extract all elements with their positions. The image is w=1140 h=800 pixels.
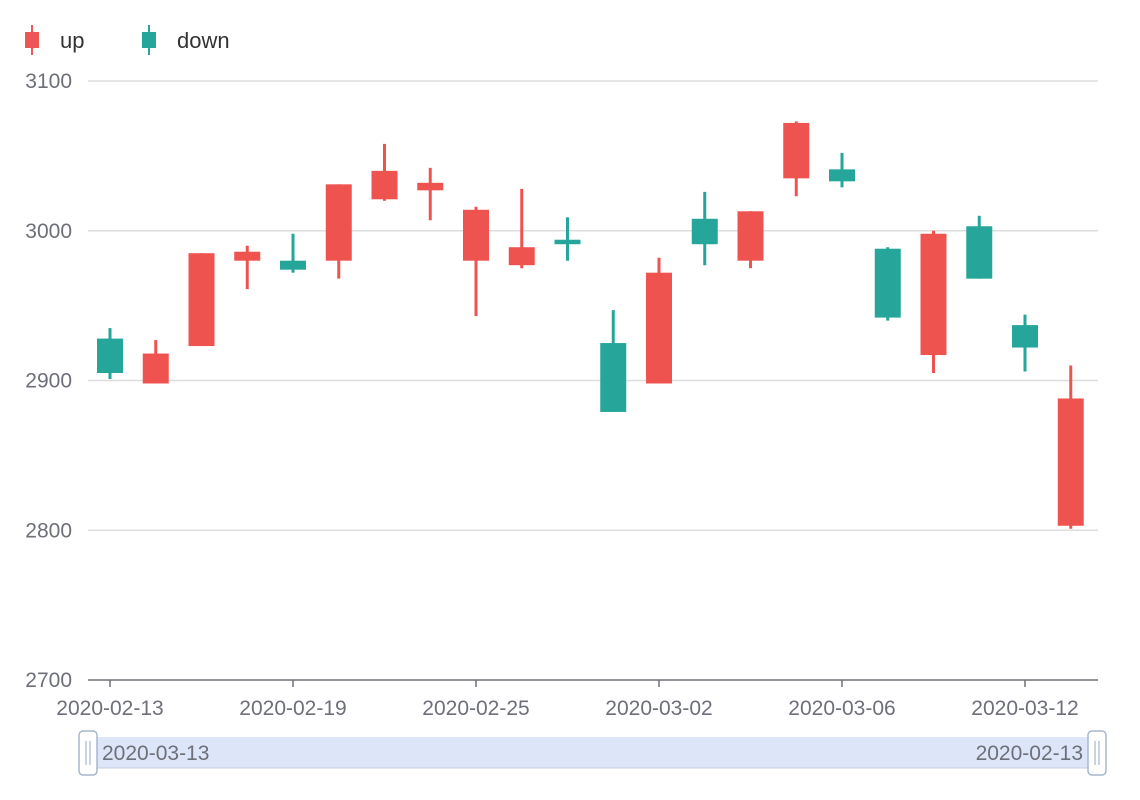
candle-body xyxy=(783,122,810,179)
candle-body xyxy=(691,218,718,245)
x-tick-label: 2020-02-13 xyxy=(56,697,163,720)
candle-down[interactable] xyxy=(691,191,718,266)
candle-down[interactable] xyxy=(600,310,627,412)
data-zoom-slider[interactable]: 2020-03-13 2020-02-13 xyxy=(78,730,1107,776)
candle-up[interactable] xyxy=(234,245,261,290)
left-handle-body[interactable] xyxy=(78,730,98,776)
candle-down[interactable] xyxy=(829,152,855,188)
candle-body xyxy=(97,338,123,374)
candle-body xyxy=(920,233,947,356)
candle-up[interactable] xyxy=(1057,365,1084,529)
y-tick-label: 2700 xyxy=(25,669,72,692)
candle-body xyxy=(1012,325,1038,348)
candle-body xyxy=(188,253,215,347)
grid-lines xyxy=(88,80,1098,531)
candle-body xyxy=(600,343,627,412)
candle-body xyxy=(874,248,901,318)
candle-down[interactable] xyxy=(966,215,993,279)
right-handle-body[interactable] xyxy=(1087,730,1107,776)
candle-body xyxy=(325,184,352,261)
candle-up[interactable] xyxy=(417,167,444,221)
candle-up[interactable] xyxy=(646,257,672,384)
data-zoom-track[interactable] xyxy=(88,737,1098,768)
legend-up-swatch xyxy=(25,32,39,48)
candle-up[interactable] xyxy=(920,230,947,374)
candle-down[interactable] xyxy=(97,328,123,380)
legend-down-label: down xyxy=(177,28,230,53)
candle-up[interactable] xyxy=(325,184,352,279)
y-axis: 2700 2800 2900 3000 3100 xyxy=(25,70,72,692)
candle-body xyxy=(966,226,993,279)
candle-up[interactable] xyxy=(142,340,169,384)
y-tick-label: 2800 xyxy=(25,519,72,542)
candle-body xyxy=(142,353,169,384)
data-zoom-right-handle[interactable] xyxy=(1087,730,1107,776)
candle-body xyxy=(737,211,764,261)
candle-up[interactable] xyxy=(783,121,810,197)
candle-body xyxy=(646,272,672,384)
x-tick-label: 2020-02-25 xyxy=(422,697,529,720)
candle-down[interactable] xyxy=(554,217,581,261)
legend-up-label: up xyxy=(60,28,84,53)
y-tick-label: 2900 xyxy=(25,370,72,393)
candle-up[interactable] xyxy=(737,211,764,269)
candle-body xyxy=(417,182,444,191)
candle-body xyxy=(371,170,398,200)
candle-up[interactable] xyxy=(371,143,398,201)
data-zoom-right-label: 2020-02-13 xyxy=(976,742,1083,765)
x-tick-label: 2020-02-19 xyxy=(239,697,346,720)
candle-body xyxy=(280,260,306,270)
candle-body xyxy=(554,239,581,245)
candle-body xyxy=(234,251,261,261)
y-tick-label: 3000 xyxy=(25,220,72,243)
candle-body xyxy=(1057,398,1084,526)
legend-item-up[interactable]: up xyxy=(25,25,84,55)
candle-down[interactable] xyxy=(874,247,901,321)
data-zoom-left-label: 2020-03-13 xyxy=(102,742,209,765)
y-tick-label: 3100 xyxy=(25,70,72,93)
x-tick-label: 2020-03-06 xyxy=(788,697,895,720)
candle-down[interactable] xyxy=(1012,314,1038,372)
candle-up[interactable] xyxy=(463,206,489,317)
candle-body xyxy=(508,247,535,266)
x-tick-label: 2020-03-02 xyxy=(605,697,712,720)
candle-body xyxy=(463,209,489,261)
x-axis: 2020-02-13 2020-02-19 2020-02-25 2020-03-02… xyxy=(56,679,1098,720)
candle-up[interactable] xyxy=(508,188,535,269)
candle-body xyxy=(829,169,855,182)
data-zoom-left-handle[interactable] xyxy=(78,730,98,776)
x-tick-label: 2020-03-12 xyxy=(971,697,1078,720)
legend-item-down[interactable]: down xyxy=(142,25,230,55)
legend[interactable]: up down xyxy=(25,25,230,55)
candles xyxy=(97,121,1084,529)
candle-up[interactable] xyxy=(188,253,215,347)
candle-down[interactable] xyxy=(280,233,306,273)
legend-down-swatch xyxy=(142,32,156,48)
